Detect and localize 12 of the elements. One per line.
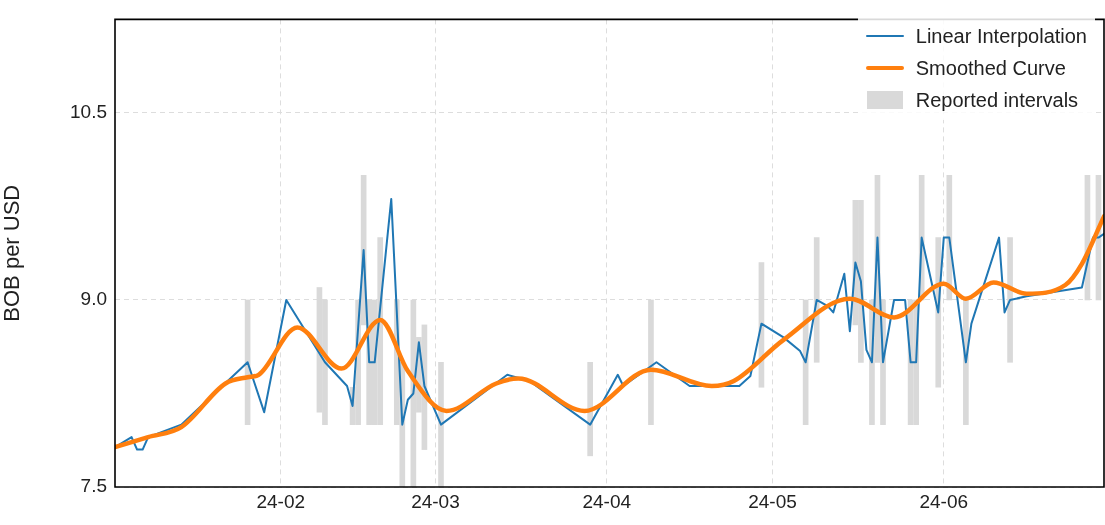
y-tick-label: 9.0 (80, 288, 107, 310)
legend-label: Smoothed Curve (915, 56, 1066, 80)
legend-label: Linear Interpolation (915, 24, 1087, 48)
x-tick-label: 24-05 (748, 490, 797, 512)
x-tick-label: 24-02 (256, 490, 306, 512)
x-tick-label: 24-03 (411, 490, 460, 512)
legend-label: Reported intervals (915, 88, 1079, 112)
y-tick-label: 10.5 (70, 101, 107, 123)
y-tick-label: 7.5 (80, 475, 107, 497)
x-tick-label: 24-06 (919, 490, 969, 512)
y-axis-title: BOB per USD (0, 184, 25, 322)
x-tick-label: 24-04 (582, 490, 632, 512)
